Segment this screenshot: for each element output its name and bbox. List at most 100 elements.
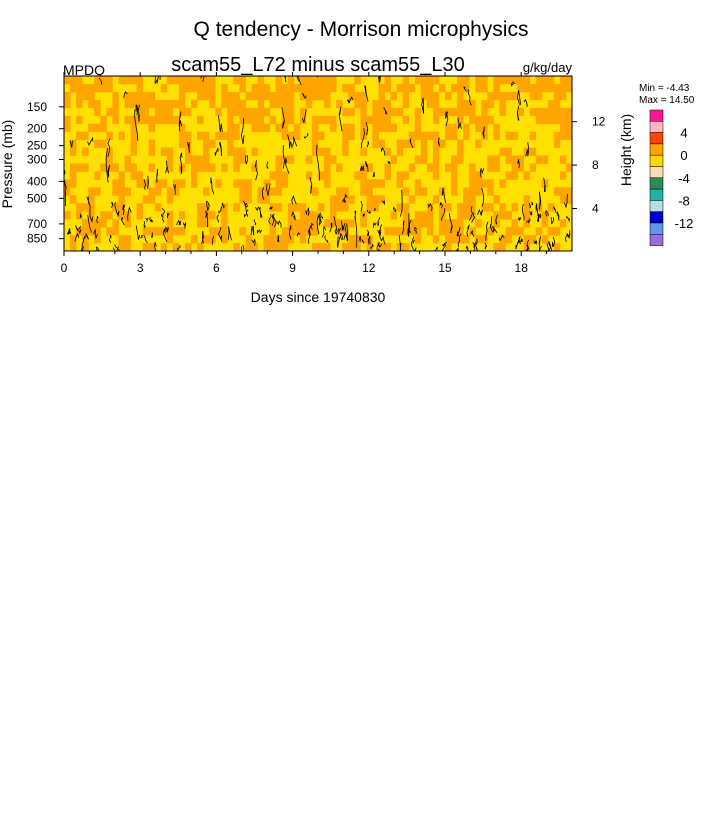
- field-cell: [565, 163, 573, 172]
- field-cell: [191, 83, 198, 93]
- contour-line: [68, 228, 71, 235]
- field-cell: [305, 155, 313, 164]
- field-cell: [390, 123, 398, 133]
- field-cell: [318, 171, 325, 180]
- contour-line: [367, 235, 371, 245]
- contour-line: [261, 187, 265, 200]
- field-cell: [239, 179, 246, 188]
- field-cell: [511, 171, 518, 180]
- field-cell: [281, 115, 289, 125]
- field-cell: [463, 203, 470, 212]
- field-cell: [559, 155, 567, 164]
- contour-line: [485, 221, 489, 241]
- field-cell: [106, 211, 113, 220]
- contour-line: [548, 240, 552, 248]
- contour-line: [372, 172, 376, 178]
- field-cell: [420, 155, 428, 164]
- field-cell: [251, 123, 258, 133]
- field-cell: [553, 227, 561, 236]
- field-cell: [311, 91, 319, 101]
- field-cell: [535, 83, 543, 93]
- field-cell: [172, 227, 180, 236]
- field-cell: [148, 147, 156, 156]
- field-cell: [372, 107, 379, 117]
- contour-line: [366, 209, 372, 214]
- field-cell: [269, 91, 277, 101]
- field-cell: [281, 123, 289, 133]
- field-cell: [469, 99, 476, 109]
- field-cell: [499, 147, 506, 156]
- field-cell: [148, 163, 156, 172]
- field-cell: [233, 155, 240, 164]
- field-cell: [324, 99, 331, 109]
- field-cell: [360, 219, 367, 228]
- contour-line: [159, 75, 161, 81]
- field-cell: [124, 235, 131, 244]
- field-cell: [88, 211, 95, 220]
- field-cell: [118, 131, 125, 141]
- field-cell: [239, 76, 246, 85]
- field-cell: [559, 219, 567, 228]
- contour-line: [545, 209, 549, 217]
- field-cell: [124, 163, 131, 172]
- field-cell: [100, 76, 107, 85]
- contour-line: [531, 201, 534, 206]
- field-cell: [481, 76, 488, 85]
- field-cell: [565, 123, 573, 133]
- field-cell: [94, 76, 101, 85]
- field-cell: [281, 155, 289, 164]
- field-cell: [432, 155, 440, 164]
- field-cell: [511, 91, 518, 101]
- contour-line: [412, 236, 415, 245]
- field-cell: [148, 99, 156, 109]
- field-cell: [203, 131, 210, 141]
- contour-line: [301, 109, 307, 123]
- field-cell: [124, 91, 131, 101]
- field-cell: [154, 179, 162, 188]
- field-cell: [287, 115, 295, 125]
- field-cell: [209, 83, 216, 93]
- contour-line: [187, 141, 190, 153]
- field-cell: [82, 91, 89, 101]
- field-cell: [172, 99, 180, 109]
- contour-line: [321, 225, 327, 238]
- field-cell: [487, 187, 494, 196]
- field-cell: [130, 147, 137, 156]
- field-cell: [172, 187, 180, 196]
- field-cell: [318, 243, 325, 252]
- field-cell: [227, 139, 234, 148]
- field-cell: [481, 203, 488, 212]
- field-cell: [251, 243, 258, 252]
- field-cell: [94, 235, 101, 244]
- field-cell: [76, 91, 83, 101]
- field-cell: [269, 227, 277, 236]
- contour-line: [442, 242, 447, 247]
- field-cell: [100, 123, 107, 133]
- field-cell: [154, 99, 162, 109]
- field-cell: [469, 179, 476, 188]
- field-cell: [493, 83, 500, 93]
- field-cell: [451, 131, 458, 141]
- field-cell: [499, 91, 506, 101]
- field-cell: [559, 83, 567, 93]
- field-cell: [487, 91, 494, 101]
- field-cell: [426, 211, 434, 220]
- field-cell: [118, 211, 125, 220]
- contour-line: [400, 189, 403, 217]
- y-tick-label: 500: [27, 191, 47, 205]
- contour-line: [78, 225, 82, 235]
- field-cell: [275, 123, 283, 133]
- contour-line: [81, 245, 85, 252]
- field-cell: [438, 187, 446, 196]
- field-cell: [191, 99, 198, 109]
- y-tick-label: 850: [27, 232, 47, 246]
- field-cell: [227, 131, 234, 141]
- field-cell: [281, 107, 289, 117]
- field-cell: [499, 211, 506, 220]
- contour-line: [354, 210, 357, 220]
- field-cell: [384, 107, 391, 117]
- field-cell: [88, 195, 95, 204]
- field-cell: [553, 187, 561, 196]
- field-cell: [64, 187, 71, 196]
- field-cell: [505, 91, 512, 101]
